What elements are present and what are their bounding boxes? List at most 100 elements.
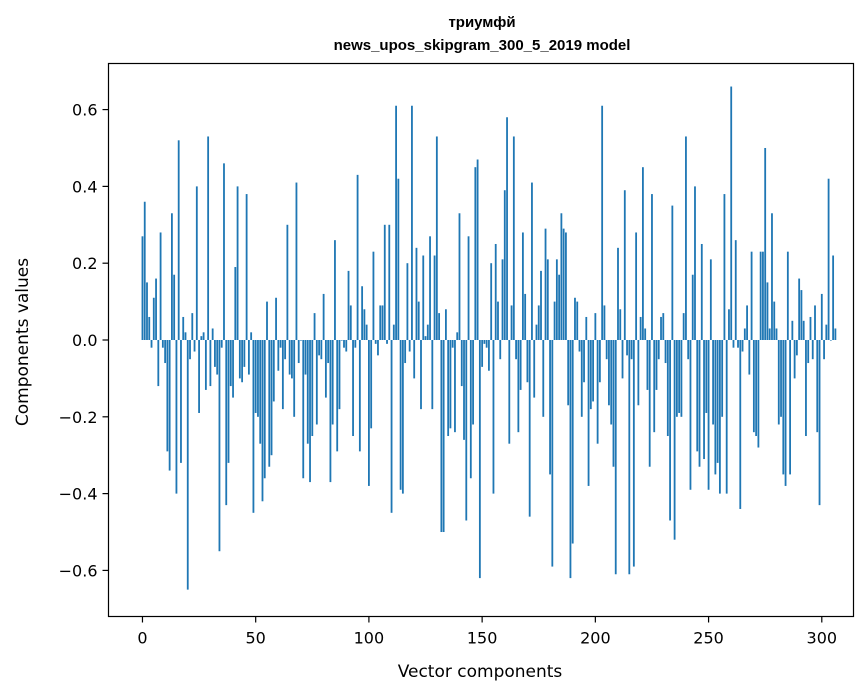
bar bbox=[644, 328, 647, 340]
bar bbox=[483, 340, 486, 344]
bar bbox=[243, 340, 246, 367]
bar bbox=[617, 247, 619, 340]
bar bbox=[404, 340, 407, 364]
bar bbox=[571, 340, 574, 544]
bar bbox=[358, 340, 361, 452]
bar bbox=[528, 340, 531, 517]
y-tick-label: 0.4 bbox=[72, 177, 97, 196]
bar bbox=[560, 213, 563, 340]
x-tick-label: 150 bbox=[467, 629, 498, 648]
bar bbox=[519, 340, 522, 390]
bar bbox=[730, 86, 733, 340]
bar bbox=[811, 340, 814, 360]
bar bbox=[180, 340, 182, 463]
bar bbox=[716, 340, 719, 463]
bar bbox=[594, 313, 597, 340]
bar bbox=[327, 340, 330, 364]
bar bbox=[182, 316, 185, 340]
bar bbox=[458, 213, 461, 340]
bar bbox=[469, 340, 472, 479]
bar bbox=[211, 328, 214, 340]
bar bbox=[189, 340, 191, 360]
bar bbox=[370, 340, 373, 429]
bar bbox=[671, 205, 674, 340]
bar bbox=[628, 340, 631, 575]
bar bbox=[741, 340, 744, 352]
bar bbox=[526, 340, 529, 383]
bar bbox=[707, 340, 710, 490]
x-ticks: 0 50 100 150 200 250 300 bbox=[137, 616, 837, 648]
bar bbox=[682, 313, 685, 340]
bar bbox=[610, 340, 613, 425]
bar bbox=[356, 174, 359, 340]
bar bbox=[748, 340, 751, 375]
bar bbox=[689, 340, 692, 490]
bar bbox=[368, 340, 370, 486]
bar bbox=[175, 340, 178, 494]
bar bbox=[152, 297, 155, 340]
bar bbox=[827, 178, 830, 340]
bar bbox=[247, 340, 250, 375]
bar bbox=[666, 340, 669, 437]
bar bbox=[757, 340, 760, 448]
bar bbox=[234, 267, 237, 340]
bar bbox=[517, 340, 520, 433]
bar bbox=[304, 340, 307, 375]
bar bbox=[576, 301, 579, 340]
bar bbox=[614, 340, 617, 575]
bar bbox=[655, 340, 658, 390]
bar bbox=[637, 340, 640, 406]
bar bbox=[825, 324, 828, 340]
chart-title: триумфй bbox=[448, 14, 515, 31]
bar bbox=[320, 340, 323, 360]
y-axis-label: Components values bbox=[13, 258, 33, 426]
bar bbox=[632, 340, 635, 567]
bar bbox=[232, 340, 234, 398]
bar bbox=[592, 340, 594, 402]
bar bbox=[472, 340, 474, 425]
bar bbox=[388, 224, 391, 340]
bar bbox=[596, 340, 599, 444]
bar bbox=[834, 328, 837, 340]
bar bbox=[288, 340, 291, 375]
bar bbox=[445, 309, 447, 340]
bar bbox=[626, 340, 628, 356]
bar bbox=[540, 270, 542, 341]
bar bbox=[467, 236, 470, 340]
bar bbox=[426, 324, 429, 340]
bar bbox=[420, 340, 422, 410]
bar bbox=[809, 316, 812, 340]
bar bbox=[759, 251, 762, 340]
bar bbox=[503, 190, 506, 340]
bar bbox=[549, 340, 551, 475]
bar bbox=[537, 305, 540, 340]
bar bbox=[381, 305, 384, 340]
bar bbox=[198, 340, 200, 413]
bar bbox=[209, 340, 212, 387]
bar bbox=[266, 301, 268, 340]
bar bbox=[168, 340, 171, 471]
bar bbox=[284, 340, 287, 360]
bar bbox=[585, 316, 588, 340]
bar bbox=[737, 340, 739, 348]
bar bbox=[435, 136, 438, 340]
bar bbox=[392, 324, 395, 340]
bar bbox=[542, 340, 545, 417]
bar bbox=[601, 105, 604, 341]
bar bbox=[721, 340, 724, 417]
bar bbox=[687, 340, 690, 360]
bar bbox=[535, 324, 538, 340]
bar bbox=[583, 340, 585, 383]
bar bbox=[685, 136, 687, 340]
bar bbox=[780, 340, 782, 417]
bar bbox=[261, 340, 264, 502]
bar bbox=[762, 251, 764, 340]
bar bbox=[177, 140, 180, 340]
bar bbox=[141, 236, 144, 340]
bar bbox=[739, 340, 742, 509]
bar bbox=[723, 194, 726, 340]
bar bbox=[660, 316, 662, 340]
bar bbox=[191, 313, 194, 340]
bar bbox=[798, 278, 801, 340]
bar bbox=[207, 136, 210, 340]
